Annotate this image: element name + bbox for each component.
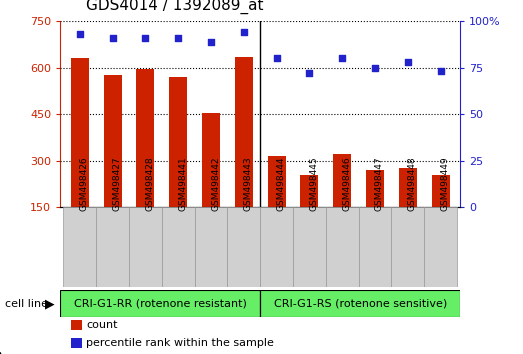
Bar (326, 207, 359, 287)
Point (76, 32, 84, 37)
Text: GSM498447: GSM498447 (375, 156, 384, 211)
Text: GSM498442: GSM498442 (211, 156, 220, 211)
Point (207, 39, 215, 45)
Point (436, 69, 445, 74)
Text: GSM498449: GSM498449 (440, 156, 450, 211)
Bar (202, 113, 220, 207)
Bar (169, 77, 187, 207)
Bar (399, 169, 417, 207)
Point (272, 56, 281, 61)
Bar (235, 57, 253, 207)
Point (404, 59, 412, 65)
Point (108, 35, 117, 41)
Bar (129, 207, 162, 287)
Text: GSM498444: GSM498444 (277, 156, 286, 211)
Bar (359, 207, 391, 287)
Point (240, 29, 248, 35)
Text: GSM498427: GSM498427 (112, 156, 122, 211)
Text: percentile rank within the sample: percentile rank within the sample (86, 338, 274, 348)
Text: GSM498426: GSM498426 (80, 156, 89, 211)
Point (305, 70, 314, 76)
Text: ▶: ▶ (46, 297, 55, 310)
Bar (300, 175, 319, 207)
Text: GSM498445: GSM498445 (310, 156, 319, 211)
Bar (260, 290, 460, 317)
Bar (71, 320, 82, 330)
Bar (424, 207, 457, 287)
Bar (96, 207, 129, 287)
Text: GDS4014 / 1392089_at: GDS4014 / 1392089_at (86, 0, 264, 14)
Bar (293, 207, 326, 287)
Bar (260, 207, 293, 287)
Text: CRI-G1-RS (rotenone sensitive): CRI-G1-RS (rotenone sensitive) (274, 298, 447, 309)
Bar (195, 207, 228, 287)
Text: cell line: cell line (5, 298, 48, 309)
Bar (137, 69, 154, 207)
Point (338, 56, 346, 61)
Bar (268, 156, 286, 207)
Bar (71, 58, 89, 207)
Point (371, 65, 379, 70)
Bar (391, 207, 424, 287)
Bar (228, 207, 260, 287)
Text: count: count (86, 320, 118, 330)
Bar (63, 207, 96, 287)
Text: GSM498428: GSM498428 (145, 156, 154, 211)
Bar (333, 154, 351, 207)
Text: GSM498443: GSM498443 (244, 156, 253, 211)
Text: CRI-G1-RR (rotenone resistant): CRI-G1-RR (rotenone resistant) (74, 298, 247, 309)
Bar (71, 338, 82, 348)
Bar (162, 207, 195, 287)
Bar (104, 75, 122, 207)
Bar (366, 170, 384, 207)
Point (141, 35, 150, 41)
Point (174, 35, 183, 41)
Text: GSM498448: GSM498448 (408, 156, 417, 211)
Bar (431, 175, 450, 207)
Bar (60, 290, 260, 317)
Text: GSM498446: GSM498446 (342, 156, 351, 211)
Text: GSM498441: GSM498441 (178, 156, 187, 211)
